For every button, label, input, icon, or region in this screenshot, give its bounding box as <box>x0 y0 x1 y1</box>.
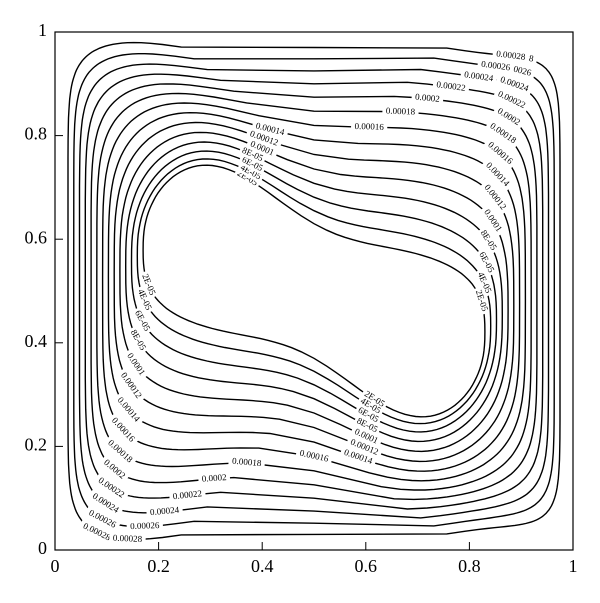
contour-line <box>124 141 504 443</box>
contour-label-bg <box>482 137 517 170</box>
contour-label-bg <box>360 387 389 411</box>
contour-label-bg <box>168 488 206 503</box>
contour-label: 0.00022 <box>436 79 466 93</box>
contour-label-bg <box>476 226 500 255</box>
contour-line <box>96 92 532 491</box>
contour-label-bg <box>411 92 444 106</box>
y-tick-label: 0.2 <box>25 435 48 455</box>
y-tick-label: 1 <box>38 20 47 40</box>
contour-label: 0.00016 <box>354 121 384 132</box>
plot-frame <box>54 31 574 551</box>
contour-label-bg <box>98 455 130 484</box>
contour-label-bg <box>78 519 116 545</box>
contour-label-bg <box>122 348 149 381</box>
contour-label: 0.0002 <box>201 472 226 484</box>
contour-label-bg <box>481 158 514 192</box>
contour-label-bg <box>495 73 534 96</box>
contour-label-bg <box>492 87 530 113</box>
contour-label-bg <box>295 447 333 466</box>
contour-label-bg <box>232 167 262 190</box>
contour-label-bg <box>87 489 124 518</box>
contour-label-bg <box>339 446 377 468</box>
contour-label-bg <box>350 121 388 133</box>
contour-label-bg <box>131 306 153 336</box>
contour-label: 0.00018 <box>386 106 416 117</box>
contour-label: 0.00024 <box>464 69 495 83</box>
contour-label-bg <box>345 436 383 460</box>
contour-label-bg <box>472 286 491 316</box>
contour-label: 0.00028 <box>496 48 527 62</box>
contour-label-bg <box>134 285 155 315</box>
contour-label-bg <box>382 106 419 118</box>
y-tick-label: 0.4 <box>25 331 48 351</box>
contour-label-bg <box>228 456 266 470</box>
y-tick-label: 0.6 <box>25 227 48 247</box>
contour-line <box>107 111 521 472</box>
contour-line <box>113 121 515 463</box>
contour-label-bg <box>356 395 385 418</box>
contour-label-bg <box>83 506 121 533</box>
contour-label: 0.0002 <box>415 92 441 104</box>
contour-label-bg <box>349 425 383 448</box>
contour-label-bg <box>106 413 139 447</box>
contour-label-bg <box>146 505 184 519</box>
contour-label-bg <box>432 79 470 95</box>
contour-label-bg <box>237 153 267 176</box>
contour-label-bg <box>353 404 383 427</box>
contour-label-bg <box>492 104 525 130</box>
contour-label-bg <box>126 520 164 533</box>
contour-line <box>119 131 509 453</box>
contour-label-bg <box>245 127 283 150</box>
contour-label: 0.00024 <box>150 505 181 518</box>
x-tick-label: 0.8 <box>458 556 481 576</box>
contour-label-bg <box>126 326 149 355</box>
contour-label-bg <box>475 248 497 277</box>
contour-line <box>136 158 492 425</box>
contour-label-bg <box>492 48 530 64</box>
x-tick-label: 0.6 <box>355 556 378 576</box>
x-tick-label: 1 <box>569 556 578 576</box>
y-tick-label: 0 <box>38 538 47 558</box>
x-tick-label: 0.4 <box>251 556 274 576</box>
contour-label-bg <box>473 268 494 298</box>
contour-label-bg <box>479 205 506 237</box>
contour-label-bg <box>352 415 382 437</box>
contour-label-bg <box>245 138 279 160</box>
x-tick-label: 0.2 <box>147 556 170 576</box>
contour-line <box>142 164 486 418</box>
contour-line <box>90 83 538 501</box>
contour-label-bg <box>460 69 498 85</box>
contour-label: 0.00026 <box>481 59 512 73</box>
contour-label-bg <box>251 120 289 139</box>
contour-line <box>130 150 498 433</box>
contour-label-bg <box>138 270 158 300</box>
contour-line <box>101 102 527 482</box>
y-tick-label: 0.8 <box>25 124 48 144</box>
x-tick-label: 0 <box>51 556 60 576</box>
contour-label-bg <box>102 435 137 468</box>
contour-label-bg <box>198 472 231 485</box>
contour-label: 0.00028 <box>113 533 143 544</box>
contour-label-bg <box>116 368 146 404</box>
contour-label: 0.00022 <box>172 488 202 501</box>
contour-label-bg <box>109 533 146 546</box>
contour-label-bg <box>238 144 267 166</box>
contour-label-bg <box>112 392 144 427</box>
contour-label-bg <box>477 59 515 74</box>
contour-label-bg <box>485 119 521 149</box>
contour-label-bg <box>236 161 265 184</box>
contour-label: 0.00026 <box>130 520 160 531</box>
contour-label-bg <box>479 180 510 215</box>
contour-label: 0.00018 <box>232 456 262 469</box>
contour-label-bg <box>93 473 129 503</box>
